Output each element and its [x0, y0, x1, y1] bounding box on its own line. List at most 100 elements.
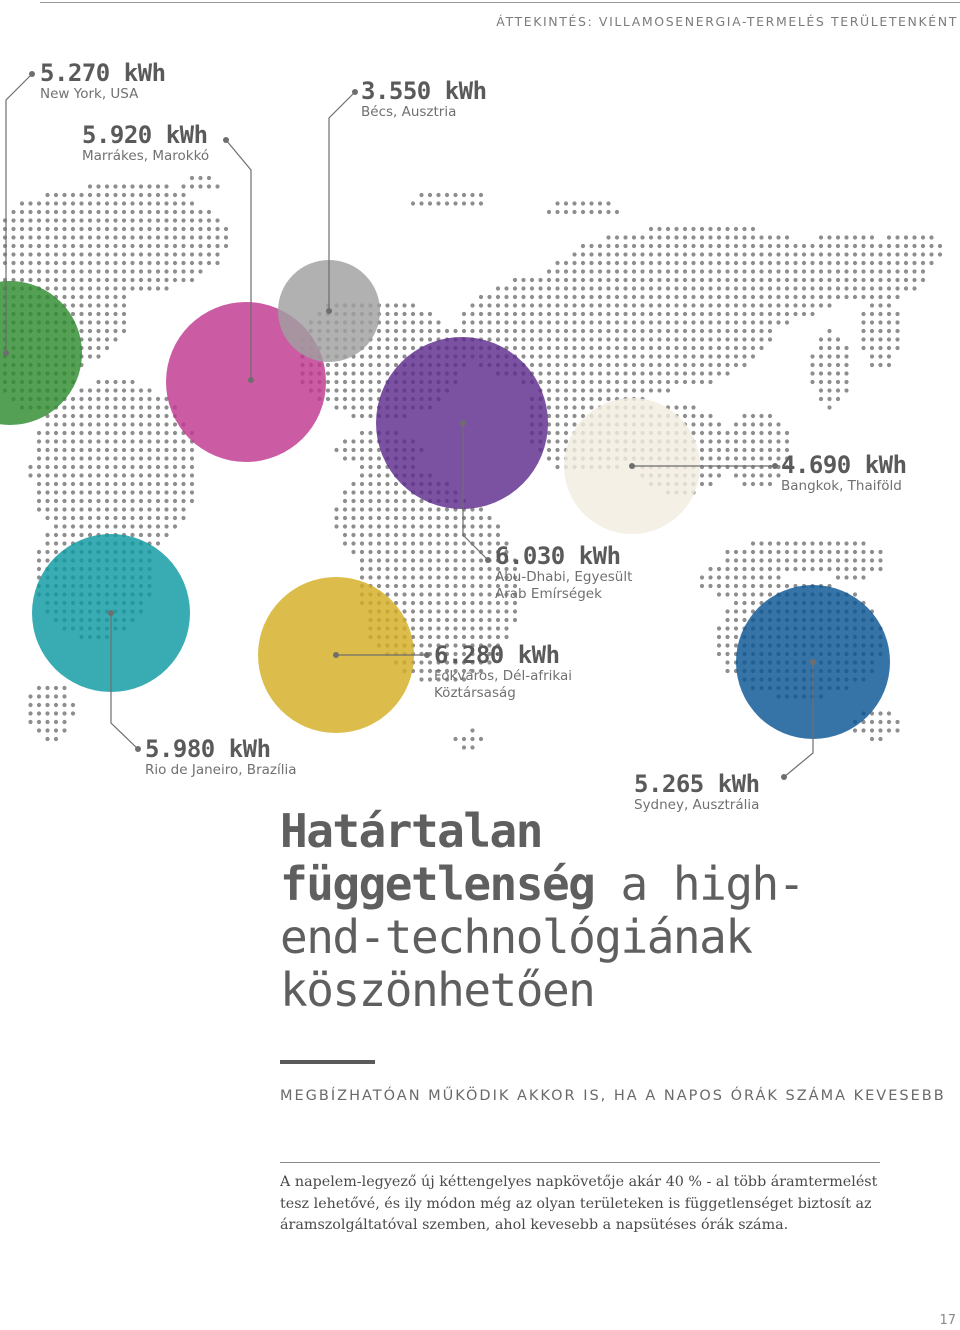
map-dot [699, 439, 705, 444]
map-dot [589, 243, 594, 249]
map-dot [606, 388, 611, 393]
body-divider [280, 1162, 880, 1163]
map-dot [878, 362, 883, 368]
map-dot [172, 243, 178, 249]
map-dot [172, 226, 178, 232]
map-dot [716, 430, 722, 436]
map-dot [96, 337, 101, 342]
callout-vienna: 3.550 kWh Bécs, Ausztria [361, 78, 487, 121]
map-dot [810, 252, 815, 257]
map-dot [96, 184, 101, 189]
map-dot [410, 583, 416, 589]
map-dot [206, 226, 212, 232]
map-dot [759, 277, 764, 283]
map-dot [402, 354, 407, 359]
map-dot [393, 532, 399, 538]
map-dot [470, 515, 475, 521]
map-dot [572, 209, 577, 215]
map-dot [546, 413, 552, 419]
map-dot [878, 243, 883, 249]
map-dot [606, 311, 611, 317]
map-dot [776, 422, 781, 427]
map-dot [810, 354, 815, 359]
map-dot [563, 396, 569, 402]
map-dot [589, 379, 594, 385]
map-dot [708, 362, 713, 368]
map-dot [402, 541, 407, 546]
map-dot [767, 422, 773, 427]
map-dot [130, 243, 135, 249]
map-dot [623, 354, 628, 359]
map-dot [121, 184, 127, 189]
map-dot [113, 235, 118, 240]
map-dot [818, 566, 824, 572]
map-dot [725, 362, 730, 368]
map-dot [368, 362, 373, 368]
map-dot [682, 337, 688, 342]
map-dot [147, 439, 152, 444]
map-dot [512, 328, 518, 334]
map-dot [861, 252, 866, 257]
map-dot [878, 286, 883, 291]
map-dot [376, 354, 382, 359]
map-dot [147, 396, 152, 402]
map-dot [640, 294, 645, 300]
map-dot [640, 388, 645, 393]
map-dot [495, 337, 501, 342]
map-dot [393, 345, 399, 351]
map-dot [827, 269, 832, 274]
map-dot [28, 218, 33, 223]
map-dot [113, 303, 118, 308]
city-label: Bangkok, Thaiföld [781, 478, 902, 494]
map-dot [461, 558, 467, 563]
map-dot [181, 218, 186, 223]
map-dot [189, 498, 195, 504]
map-dot [750, 481, 756, 487]
map-dot [878, 294, 883, 300]
map-dot [495, 311, 501, 317]
map-dot [580, 320, 586, 325]
map-dot [138, 473, 144, 478]
map-dot [436, 541, 441, 546]
map-dot [572, 396, 577, 402]
map-dot [767, 269, 773, 274]
map-dot [546, 439, 552, 444]
map-dot [912, 260, 917, 266]
map-dot [631, 269, 637, 274]
map-dot [96, 379, 101, 385]
map-dot [453, 558, 458, 563]
map-dot [699, 235, 705, 240]
map-dot [572, 286, 577, 291]
map-dot [767, 430, 773, 436]
map-dot [138, 269, 144, 274]
map-dot [512, 286, 518, 291]
map-dot [113, 226, 118, 232]
map-dot [708, 447, 713, 453]
map-dot [368, 379, 373, 385]
section-header: ÁTTEKINTÉS: VILLAMOSENERGIA-TERMELÉS TER… [496, 14, 958, 29]
map-dot [359, 541, 365, 546]
map-dot [733, 320, 739, 325]
map-dot [784, 252, 790, 257]
map-dot [810, 294, 815, 300]
map-dot [376, 498, 382, 504]
map-dot [589, 328, 594, 334]
map-dot [580, 337, 586, 342]
map-dot [138, 405, 144, 410]
map-dot [699, 252, 705, 257]
city-label: Arab Emírségek [495, 586, 602, 602]
map-dot [844, 260, 849, 266]
map-dot [487, 541, 492, 546]
map-dot [138, 456, 144, 461]
map-dot [436, 532, 441, 538]
map-dot [376, 464, 382, 470]
map-dot [733, 549, 739, 555]
map-dot [427, 558, 433, 563]
map-dot [87, 192, 93, 198]
map-dot [529, 320, 535, 325]
map-dot [648, 362, 654, 368]
map-dot [147, 481, 152, 487]
map-dot [640, 277, 645, 283]
map-dot [776, 320, 781, 325]
map-dot [861, 566, 866, 572]
